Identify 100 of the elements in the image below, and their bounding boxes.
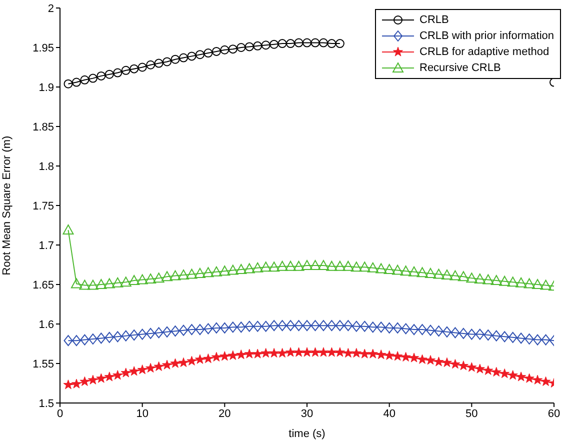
point <box>220 351 230 361</box>
point <box>72 335 81 346</box>
point <box>293 260 304 271</box>
point <box>532 279 544 289</box>
point <box>409 352 420 362</box>
point <box>120 368 131 378</box>
point <box>179 53 188 62</box>
point <box>499 276 510 286</box>
point <box>359 262 370 272</box>
x-tick-label: 20 <box>218 408 231 420</box>
point <box>425 355 436 365</box>
y-tick-label: 1.9 <box>38 82 54 94</box>
point <box>532 374 543 384</box>
point <box>178 357 189 368</box>
point <box>104 372 114 382</box>
point <box>458 360 468 370</box>
point <box>170 326 180 337</box>
point <box>310 38 320 48</box>
point <box>211 352 222 362</box>
point <box>170 270 181 280</box>
point <box>360 348 370 358</box>
point <box>72 78 81 87</box>
point <box>507 276 518 287</box>
point <box>310 347 320 357</box>
y-tick-label: 1.8 <box>38 160 54 173</box>
point <box>96 279 107 289</box>
point <box>187 324 196 336</box>
point <box>136 274 148 284</box>
point <box>294 38 304 48</box>
x-tick-label: 40 <box>383 408 396 420</box>
point <box>146 362 156 373</box>
y-tick-label: 1.75 <box>32 200 54 212</box>
point <box>96 332 106 344</box>
point <box>350 262 362 272</box>
point <box>368 322 378 333</box>
point <box>474 273 486 284</box>
point <box>162 271 173 282</box>
point <box>236 264 247 274</box>
point <box>490 275 502 286</box>
point <box>212 322 221 334</box>
point <box>80 376 90 386</box>
point <box>318 347 328 357</box>
point <box>154 327 164 338</box>
point <box>367 262 378 272</box>
point <box>466 362 477 372</box>
point <box>194 268 206 278</box>
point <box>392 351 403 361</box>
point <box>351 348 362 358</box>
point <box>252 262 264 272</box>
point <box>418 324 427 336</box>
x-tick-label: 30 <box>300 408 314 420</box>
point <box>286 320 296 332</box>
point <box>194 354 205 364</box>
legend-label: CRLB with prior information <box>420 30 554 42</box>
point <box>318 260 329 270</box>
point <box>202 267 214 278</box>
point <box>113 331 122 342</box>
point <box>261 320 270 332</box>
point <box>302 320 312 332</box>
point <box>491 366 502 376</box>
point <box>508 370 518 380</box>
point <box>425 268 436 278</box>
point <box>186 356 197 366</box>
point <box>228 44 238 54</box>
point <box>129 366 140 376</box>
point <box>121 66 130 75</box>
legend-label: CRLB for adaptive method <box>420 46 550 58</box>
point <box>228 322 238 333</box>
point <box>244 348 254 358</box>
point <box>268 262 280 272</box>
point <box>318 38 328 48</box>
point <box>294 347 304 357</box>
point <box>310 260 321 270</box>
point <box>170 358 180 368</box>
point <box>153 272 164 283</box>
x-tick-label: 0 <box>56 408 64 420</box>
point <box>483 365 494 375</box>
point <box>327 39 336 48</box>
point <box>458 271 469 282</box>
point <box>326 347 337 357</box>
point <box>220 322 230 334</box>
point <box>442 357 452 368</box>
point <box>80 334 90 346</box>
point <box>376 263 387 274</box>
y-tick-label: 1.95 <box>32 42 54 54</box>
point <box>112 277 124 288</box>
point <box>286 347 296 357</box>
y-axis-title: Root Mean Square Error (m) <box>0 136 13 276</box>
point <box>376 350 386 360</box>
point <box>162 57 172 66</box>
point <box>179 324 188 336</box>
point <box>276 260 288 271</box>
point <box>384 322 394 334</box>
x-tick-label: 60 <box>548 408 560 420</box>
point <box>227 264 238 275</box>
y-tick-label: 1.55 <box>32 358 54 370</box>
point <box>492 330 501 342</box>
point <box>261 40 270 50</box>
point <box>210 266 222 276</box>
point <box>195 324 204 336</box>
